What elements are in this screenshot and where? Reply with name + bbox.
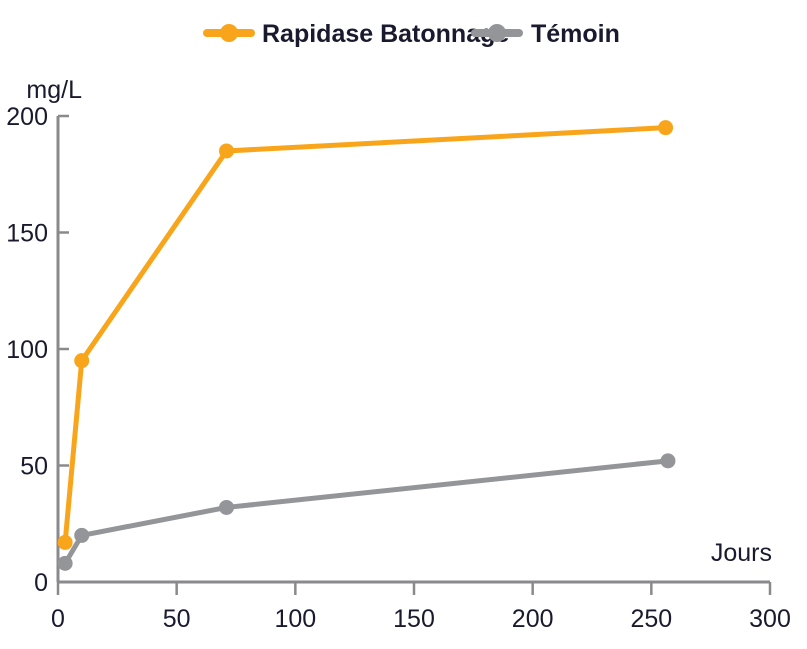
data-point [219, 499, 235, 515]
x-tick-label: 150 [393, 605, 435, 633]
data-point [57, 534, 73, 550]
data-point [219, 143, 235, 159]
x-tick-label: 300 [749, 605, 791, 633]
series-layer [57, 120, 676, 571]
legend-item-temoin: Témoin [471, 20, 620, 48]
x-tick-label: 100 [274, 605, 316, 633]
data-point [74, 353, 90, 369]
y-axis-label: mg/L [26, 76, 82, 104]
legend-item-rapidase-batonnage: Rapidase Batonnage [203, 20, 509, 48]
y-tick-label: 150 [6, 220, 48, 248]
x-tick-label: 250 [630, 605, 672, 633]
data-point [57, 555, 73, 571]
legend: Rapidase Batonnage Témoin [203, 20, 620, 48]
x-tick-label: 50 [163, 605, 191, 633]
series-line [62, 458, 669, 565]
y-tick-label: 50 [20, 453, 48, 481]
x-tick-label: 0 [51, 605, 65, 633]
data-point [74, 527, 90, 543]
legend-label: Rapidase Batonnage [262, 20, 509, 48]
y-tick-label: 100 [6, 336, 48, 364]
legend-marker-icon [220, 24, 238, 42]
legend-marker-icon [488, 24, 506, 42]
series-rapidase-batonnage [57, 120, 674, 550]
data-point [660, 453, 676, 469]
x-axis-label: Jours [711, 539, 772, 567]
axes: 0 50 100 150 200 0 50 100 150 200 250 300 mg/L Jours [6, 76, 791, 633]
series-line [62, 125, 666, 543]
series-temoin [57, 453, 676, 571]
x-tick-label: 200 [512, 605, 554, 633]
data-point [658, 120, 674, 136]
y-tick-label: 200 [6, 103, 48, 131]
y-tick-label: 0 [34, 569, 48, 597]
legend-label: Témoin [531, 20, 620, 48]
